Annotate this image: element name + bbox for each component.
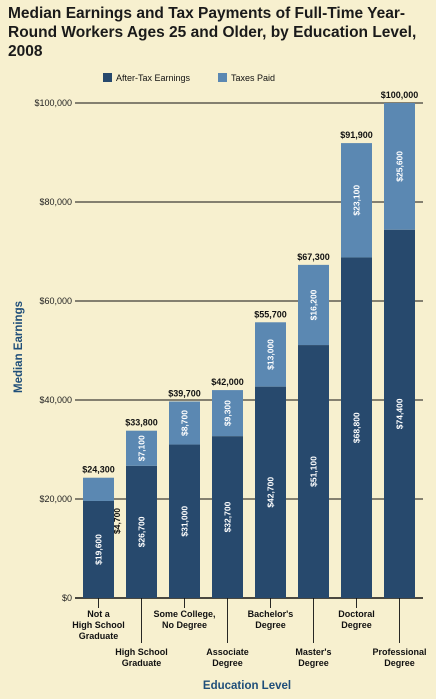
bar-group-0: $19,600 $4,700 $24,300 xyxy=(82,465,122,598)
bar-taxes-3 xyxy=(212,390,243,437)
x-tick-label-5: Master's Degree xyxy=(295,647,331,668)
bar-total-2: $39,700 xyxy=(168,388,201,398)
bar-taxes-1 xyxy=(126,430,157,466)
bar-group-6: $68,800 $23,100 $91,900 xyxy=(340,130,373,598)
x-tick-label-6: Doctoral Degree xyxy=(338,609,375,630)
x-axis-title: Education Level xyxy=(203,680,291,692)
bar-label-taxes-3: $9,300 xyxy=(223,400,233,426)
x-tick-label-7: Professional Degree xyxy=(372,647,426,668)
bar-label-taxes-7: $25,600 xyxy=(395,151,405,182)
bar-after-tax-1 xyxy=(126,465,157,598)
legend: After-Tax Earnings Taxes Paid xyxy=(103,73,275,83)
legend-swatch-1 xyxy=(218,73,227,82)
bar-taxes-5 xyxy=(298,264,329,346)
bar-label-after-tax-6: $68,800 xyxy=(352,412,362,443)
bar-label-taxes-2: $8,700 xyxy=(180,410,190,436)
x-tick-label-1: High School Graduate xyxy=(115,647,168,668)
x-tick-label-3: Associate Degree xyxy=(206,647,249,668)
bars: $19,600 $4,700 $24,300 $26,700 $7,100 $33,800… xyxy=(82,90,418,598)
bar-total-6: $91,900 xyxy=(340,130,373,140)
legend-label-1: Taxes Paid xyxy=(231,73,275,83)
bar-total-4: $55,700 xyxy=(254,309,287,319)
bar-after-tax-6 xyxy=(341,257,372,598)
x-tick-label-0: Not a High School Graduate xyxy=(72,609,125,641)
bar-after-tax-0 xyxy=(83,500,114,598)
bar-after-tax-2 xyxy=(169,444,200,598)
bar-total-5: $67,300 xyxy=(297,252,330,262)
bar-taxes-6 xyxy=(341,143,372,258)
bar-after-tax-3 xyxy=(212,436,243,598)
x-axis-labels: Not a High School Graduate High School Gradu… xyxy=(72,598,427,668)
legend-label-0: After-Tax Earnings xyxy=(116,73,191,83)
bar-label-taxes-4: $13,000 xyxy=(266,339,276,370)
bar-total-3: $42,000 xyxy=(211,377,244,387)
bar-taxes-0 xyxy=(83,477,114,501)
bar-label-after-tax-4: $42,700 xyxy=(266,477,276,508)
bar-group-5: $51,100 $16,200 $67,300 xyxy=(297,252,330,598)
bar-taxes-2 xyxy=(169,401,200,445)
chart-title: Median Earnings and Tax Payments of Full… xyxy=(8,5,417,60)
bar-label-after-tax-0: $19,600 xyxy=(94,534,104,565)
y-axis-ticks: $0 $20,000 $40,000 $60,000 $80,000 $100,000 xyxy=(34,98,72,603)
y-axis-title: Median Earnings xyxy=(13,301,25,393)
bar-label-taxes-1: $7,100 xyxy=(137,435,147,461)
y-tick-label-3: $60,000 xyxy=(39,296,72,306)
bar-total-7: $100,000 xyxy=(381,90,419,100)
bar-label-after-tax-1: $26,700 xyxy=(137,516,147,547)
bar-total-1: $33,800 xyxy=(125,418,158,428)
bar-label-taxes-5: $16,200 xyxy=(309,289,319,320)
bar-label-after-tax-2: $31,000 xyxy=(180,506,190,537)
x-tick-label-2: Some College, No Degree xyxy=(153,609,215,630)
y-tick-label-1: $20,000 xyxy=(39,494,72,504)
bar-group-4: $42,700 $13,000 $55,700 xyxy=(254,309,287,598)
bar-group-3: $32,700 $9,300 $42,000 xyxy=(211,377,244,598)
y-tick-label-0: $0 xyxy=(62,593,72,603)
bar-total-0: $24,300 xyxy=(82,465,115,475)
bar-label-taxes-0: $4,700 xyxy=(112,508,122,534)
bar-taxes-7 xyxy=(384,103,415,230)
bar-after-tax-5 xyxy=(298,345,329,598)
bar-group-2: $31,000 $8,700 $39,700 xyxy=(168,388,201,598)
bar-taxes-4 xyxy=(255,322,286,387)
bar-after-tax-7 xyxy=(384,229,415,598)
y-tick-label-2: $40,000 xyxy=(39,395,72,405)
bar-group-1: $26,700 $7,100 $33,800 xyxy=(125,418,158,598)
bar-after-tax-4 xyxy=(255,386,286,598)
bar-label-after-tax-3: $32,700 xyxy=(223,501,233,532)
y-tick-label-4: $80,000 xyxy=(39,197,72,207)
y-tick-label-5: $100,000 xyxy=(34,98,72,108)
bar-label-after-tax-7: $74,400 xyxy=(395,398,405,429)
legend-swatch-0 xyxy=(103,73,112,82)
bar-label-taxes-6: $23,100 xyxy=(352,185,362,216)
bar-label-after-tax-5: $51,100 xyxy=(309,456,319,487)
x-tick-label-4: Bachelor's Degree xyxy=(248,609,294,630)
bar-group-7: $74,400 $25,600 $100,000 xyxy=(381,90,419,598)
